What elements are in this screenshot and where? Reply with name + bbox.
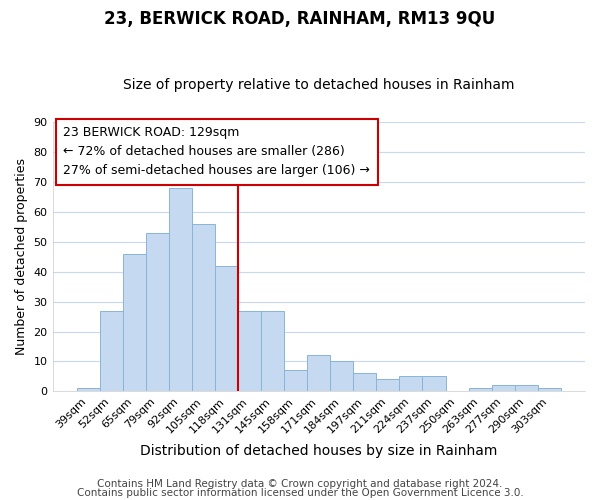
Bar <box>307 356 330 392</box>
Bar <box>238 310 261 392</box>
Bar <box>215 266 238 392</box>
Bar <box>515 386 538 392</box>
Bar <box>538 388 561 392</box>
Bar <box>192 224 215 392</box>
Bar <box>376 380 400 392</box>
Bar <box>469 388 491 392</box>
Bar <box>146 233 169 392</box>
Bar <box>261 310 284 392</box>
Bar <box>100 310 123 392</box>
Bar <box>77 388 100 392</box>
Y-axis label: Number of detached properties: Number of detached properties <box>15 158 28 356</box>
Title: Size of property relative to detached houses in Rainham: Size of property relative to detached ho… <box>123 78 515 92</box>
Text: Contains HM Land Registry data © Crown copyright and database right 2024.: Contains HM Land Registry data © Crown c… <box>97 479 503 489</box>
Bar <box>284 370 307 392</box>
Bar <box>400 376 422 392</box>
Text: 23 BERWICK ROAD: 129sqm
← 72% of detached houses are smaller (286)
27% of semi-d: 23 BERWICK ROAD: 129sqm ← 72% of detache… <box>63 126 370 178</box>
Bar <box>330 362 353 392</box>
Bar <box>491 386 515 392</box>
Bar <box>422 376 446 392</box>
Bar <box>123 254 146 392</box>
Text: Contains public sector information licensed under the Open Government Licence 3.: Contains public sector information licen… <box>77 488 523 498</box>
X-axis label: Distribution of detached houses by size in Rainham: Distribution of detached houses by size … <box>140 444 497 458</box>
Text: 23, BERWICK ROAD, RAINHAM, RM13 9QU: 23, BERWICK ROAD, RAINHAM, RM13 9QU <box>104 10 496 28</box>
Bar <box>353 374 376 392</box>
Bar <box>169 188 192 392</box>
